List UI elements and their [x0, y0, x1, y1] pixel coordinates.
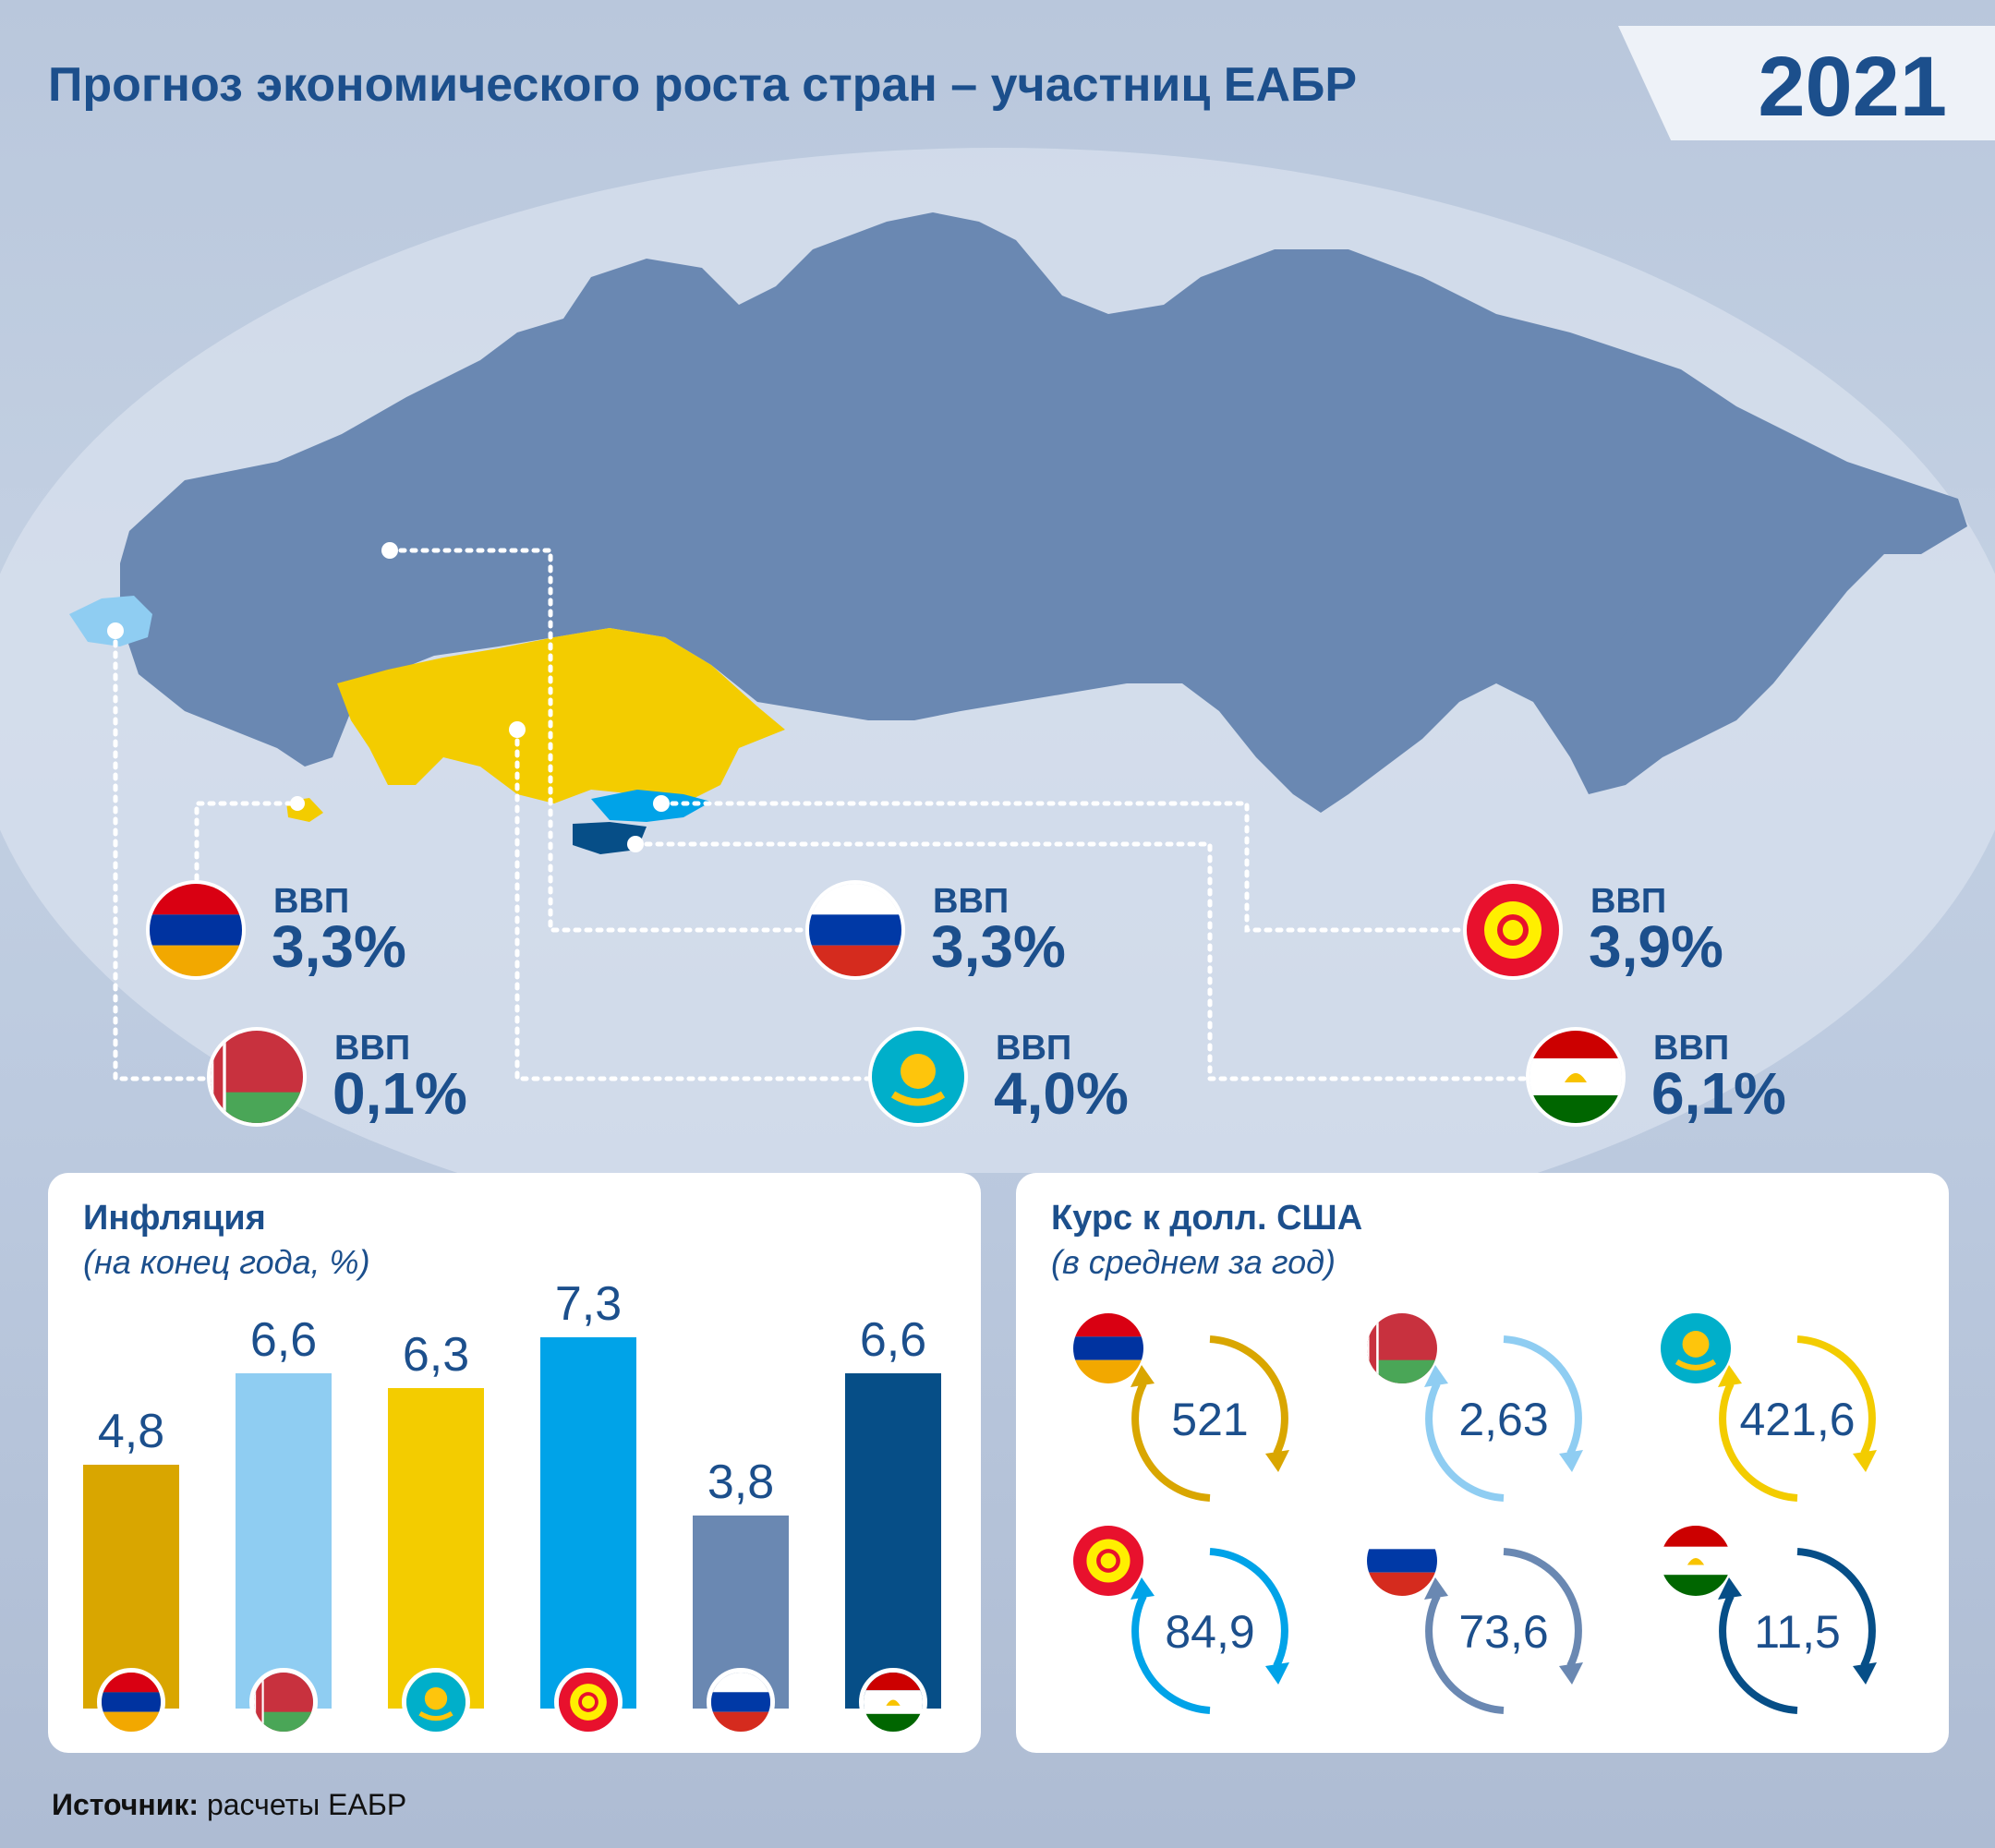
kyrgyzstan-flag-icon — [554, 1668, 623, 1736]
exchange-rate-value: 521 — [1171, 1394, 1249, 1445]
russia-shape — [120, 212, 1967, 813]
belarus-flag-icon — [249, 1668, 318, 1736]
source-label: Источник: — [52, 1788, 200, 1821]
exchange-rate-value: 421,6 — [1739, 1394, 1856, 1445]
eurasia-map — [0, 148, 1995, 1173]
exchange-title: Курс к долл. США — [1051, 1199, 1363, 1238]
exchange-rate-value: 2,63 — [1458, 1394, 1549, 1445]
gdp-value: 3,3% — [272, 913, 406, 980]
belarus-shape — [69, 596, 152, 646]
armenia-flag-icon — [146, 880, 246, 980]
inflation-value-label: 4,8 — [97, 1404, 165, 1458]
page-title: Прогноз экономического роста стран – уча… — [48, 58, 1358, 112]
kazakhstan-flag-icon — [1661, 1313, 1731, 1383]
connector-tajikistan — [633, 841, 1527, 1081]
russia-flag-icon — [1367, 1526, 1437, 1596]
belarus-flag-icon — [1367, 1313, 1437, 1383]
inflation-bar — [845, 1372, 941, 1709]
marker-kyrgyzstan — [653, 795, 670, 812]
kyrgyzstan-flag-icon — [1463, 880, 1563, 980]
inflation-value-label: 3,8 — [707, 1455, 775, 1509]
inflation-panel: Инфляция (на конец года, %) 4,8 6,6 6,3 7,3… — [48, 1173, 981, 1753]
inflation-bar — [83, 1464, 179, 1709]
kamchatka-shape — [1607, 573, 1690, 739]
gdp-label: ВВП — [273, 882, 350, 921]
exchange-rate-item: 421,6 — [1661, 1313, 1888, 1509]
exchange-rate-item: 84,9 — [1073, 1526, 1300, 1721]
russia-flag-icon — [707, 1668, 775, 1736]
cycle-arrows-icon — [1424, 1335, 1583, 1502]
gdp-label: ВВП — [334, 1029, 411, 1068]
kyrgyzstan-shape — [591, 790, 711, 822]
exchange-subtitle: (в среднем за год) — [1051, 1243, 1336, 1281]
inflation-subtitle: (на конец года, %) — [83, 1243, 370, 1281]
russia-flag-icon — [805, 880, 905, 980]
armenia-flag-icon — [97, 1668, 165, 1736]
exchange-rate-item: 11,5 — [1661, 1526, 1888, 1721]
gdp-value: 3,9% — [1589, 913, 1723, 980]
armenia-flag-icon — [1073, 1313, 1143, 1383]
tajikistan-flag-icon — [1661, 1526, 1731, 1596]
marker-kazakhstan — [509, 721, 526, 738]
inflation-value-label: 6,6 — [249, 1312, 318, 1367]
source-text: расчеты ЕАБР — [206, 1788, 407, 1821]
exchange-rate-item: 2,63 — [1367, 1313, 1594, 1509]
connector-armenia — [194, 801, 294, 889]
exchange-panel: Курс к долл. США (в среднем за год) 521 2… — [1016, 1173, 1949, 1753]
kazakhstan-flag-icon — [868, 1027, 968, 1127]
tajikistan-flag-icon — [859, 1668, 927, 1736]
cycle-arrows-icon — [1424, 1548, 1583, 1714]
belarus-flag-icon — [207, 1027, 307, 1127]
exchange-rate-item: 521 — [1073, 1313, 1300, 1509]
marker-tajikistan — [627, 836, 644, 852]
marker-armenia — [290, 796, 305, 811]
exchange-rate-item: 73,6 — [1367, 1526, 1594, 1721]
gdp-label: ВВП — [933, 882, 1010, 921]
connector-russia — [387, 548, 811, 933]
gdp-label: ВВП — [1653, 1029, 1730, 1068]
gdp-value: 4,0% — [994, 1060, 1129, 1127]
gdp-value: 3,3% — [931, 913, 1066, 980]
exchange-rate-value: 73,6 — [1458, 1606, 1549, 1658]
inflation-bar — [388, 1388, 484, 1709]
inflation-value-label: 6,6 — [859, 1312, 927, 1367]
cycle-arrows-icon — [1130, 1548, 1289, 1714]
cycle-arrows-icon — [1718, 1335, 1877, 1502]
inflation-value-label: 7,3 — [554, 1277, 623, 1331]
inflation-bar — [236, 1372, 332, 1709]
inflation-value-label: 6,3 — [402, 1328, 470, 1383]
exchange-rate-value: 11,5 — [1754, 1606, 1841, 1658]
year-label: 2021 — [1758, 40, 1947, 134]
kazakhstan-shape — [337, 628, 785, 803]
connector-belarus — [113, 628, 211, 1081]
marker-belarus — [107, 622, 124, 639]
cycle-arrows-icon — [1130, 1335, 1289, 1502]
year-tab: 2021 — [1618, 26, 1995, 140]
tajikistan-flag-icon — [1526, 1027, 1626, 1127]
connector-kazakhstan — [514, 727, 871, 1081]
gdp-value: 6,1% — [1651, 1060, 1786, 1127]
gdp-label: ВВП — [1590, 882, 1667, 921]
exchange-rate-value: 84,9 — [1165, 1606, 1255, 1658]
kazakhstan-flag-icon — [402, 1668, 470, 1736]
source-note: Источник: расчеты ЕАБР — [52, 1788, 406, 1822]
gdp-label: ВВП — [996, 1029, 1072, 1068]
inflation-bar — [540, 1337, 636, 1709]
gdp-value: 0,1% — [332, 1060, 467, 1127]
cycle-arrows-icon — [1718, 1548, 1877, 1714]
kyrgyzstan-flag-icon — [1073, 1526, 1143, 1596]
marker-russia — [381, 542, 398, 559]
inflation-title: Инфляция — [83, 1199, 266, 1238]
connector-kyrgyzstan — [659, 801, 1462, 933]
